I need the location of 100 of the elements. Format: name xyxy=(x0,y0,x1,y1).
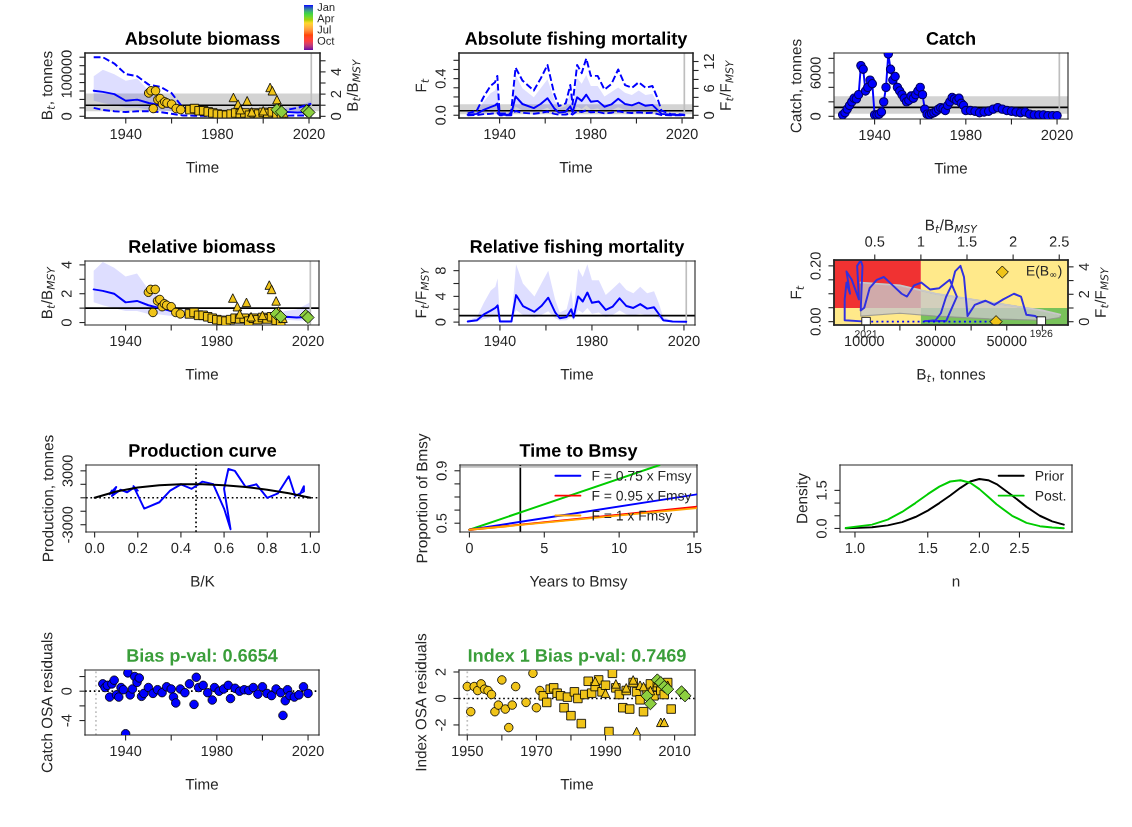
x-axis-title: Years to Bmsy xyxy=(529,576,628,590)
y-tick-label: 1.5 xyxy=(816,480,827,500)
y-axis-title: Proportion of Bmsy xyxy=(416,433,431,563)
x-tick-label: 1940 xyxy=(110,745,142,757)
x-tick-label: 0.4 xyxy=(171,542,191,554)
y-tick-label: 0 xyxy=(61,687,72,695)
x-tick-label: 0.0 xyxy=(85,542,105,554)
x-tick-label: 2020 xyxy=(293,128,325,140)
legend-label: E(B$_{∞}$) xyxy=(1027,265,1062,279)
x-tick-label: 2010 xyxy=(659,745,691,757)
x-tick-label: 2020 xyxy=(666,128,698,140)
legend-label: Post. xyxy=(1035,490,1066,501)
x-tick-label: 30000 xyxy=(915,335,956,347)
y-tick-label: -3000 xyxy=(62,506,73,543)
x-tick-label: 1940 xyxy=(110,335,142,347)
color-bar-label: Jul xyxy=(317,25,331,34)
y-tick-label: 0 xyxy=(810,112,821,120)
y-tick-label: 0.4 xyxy=(435,68,446,89)
x-axis-title: n xyxy=(952,578,960,587)
y-tick-label: 0.0 xyxy=(435,105,446,125)
x-tick-label: 1940 xyxy=(110,128,142,140)
x-tick-label: 1.0 xyxy=(301,542,320,554)
y2-tick-label: 4 xyxy=(330,68,341,76)
x2-axis-title: B$_{t}$/B$_{MSY}$ xyxy=(925,219,978,234)
chart-title: Absolute fishing mortality xyxy=(465,31,688,49)
x-axis-title: Time xyxy=(934,162,968,174)
y2-tick-label: 12 xyxy=(703,54,714,69)
x2-tick-label: 1 xyxy=(917,236,925,247)
annotation: 1926 xyxy=(1030,329,1053,338)
x-tick-label: 5 xyxy=(540,542,548,554)
x-axis-title: Time xyxy=(185,368,219,380)
y-tick-label: 0 xyxy=(61,112,72,120)
y-tick-label: 0 xyxy=(435,694,446,702)
y-axis-title: Density xyxy=(796,473,811,523)
y-tick-label: -2 xyxy=(435,719,446,731)
y-tick-label: 6000 xyxy=(810,57,821,89)
x-tick-label: 1980 xyxy=(202,128,234,140)
x-tick-label: 1940 xyxy=(484,335,516,347)
x-axis-title: Time xyxy=(559,161,593,173)
y-tick-label: 0.5 xyxy=(436,513,447,533)
chart-title: Time to Bmsy xyxy=(519,443,638,461)
x-tick-label: 2020 xyxy=(1041,129,1073,141)
y-tick-label: 0.00 xyxy=(810,308,821,336)
chart-title: Production curve xyxy=(129,443,277,457)
chart-title: Absolute biomass xyxy=(125,31,280,45)
y2-axis-title: B$_{t}$/B$_{MSY}$ xyxy=(346,59,361,111)
y-axis-title: F$_{t}$ xyxy=(790,285,804,299)
x-tick-label: 2020 xyxy=(292,335,324,347)
x-tick-label: 1970 xyxy=(521,745,553,757)
x-tick-label: 1980 xyxy=(575,128,607,140)
x-tick-label: 1980 xyxy=(201,335,233,347)
x-tick-label: 1980 xyxy=(201,745,233,757)
x-axis-title: Time xyxy=(185,778,219,790)
y-tick-label: 4 xyxy=(61,261,72,269)
x-tick-label: 15 xyxy=(687,542,702,554)
y-tick-label: 100000 xyxy=(61,50,72,98)
y2-tick-label: 4 xyxy=(1078,263,1089,271)
y-axis-title: F$_{t}$/F$_{MSY}$ xyxy=(415,267,429,318)
x-tick-label: 1980 xyxy=(950,129,982,141)
y-tick-label: 4 xyxy=(435,292,446,301)
color-bar-label: Jan xyxy=(317,3,335,12)
color-bar-label: Oct xyxy=(317,36,335,45)
y-tick-label: 3000 xyxy=(62,455,73,487)
x2-tick-label: 2.5 xyxy=(1049,236,1069,247)
y-axis-title: Catch, tonnes xyxy=(790,39,804,133)
y2-tick-label: 0 xyxy=(1078,318,1090,326)
legend-label: Prior xyxy=(1035,470,1064,481)
x-tick-label: 2020 xyxy=(292,745,324,757)
x-tick-label: 1940 xyxy=(484,128,516,140)
y-tick-label: 0.20 xyxy=(810,252,821,280)
x-axis-title: Time xyxy=(560,778,594,790)
x-tick-label: 1990 xyxy=(590,745,622,757)
y2-axis-title: F$_{t}$/F$_{MSY}$ xyxy=(719,59,734,110)
y-axis-title: Index OSA residuals xyxy=(415,633,427,771)
x-tick-label: 10 xyxy=(612,542,627,554)
y-axis-title: F$_{t}$ xyxy=(415,78,429,92)
x-tick-label: 1950 xyxy=(452,745,483,757)
chart-title: Bias p-val: 0.6654 xyxy=(127,648,278,666)
y-tick-label: 2 xyxy=(61,290,72,298)
y2-tick-label: 0 xyxy=(703,111,715,119)
x-tick-label: 2.5 xyxy=(1010,542,1029,554)
x-tick-label: 0.2 xyxy=(128,542,148,554)
y-tick-label: -4 xyxy=(61,714,72,727)
y2-tick-label: 6 xyxy=(703,85,715,92)
y-axis-title: B$_{t}$/B$_{MSY}$ xyxy=(41,266,55,319)
x-axis-title: B$_{t}$, tonnes xyxy=(917,368,986,382)
chart-title: Relative fishing mortality xyxy=(470,239,685,257)
x-axis-title: B/K xyxy=(191,575,215,587)
x-tick-label: 0 xyxy=(465,542,473,554)
x-tick-label: 2020 xyxy=(668,335,700,347)
y-axis-title: Production, tonnes xyxy=(42,435,56,561)
x-tick-label: 2.0 xyxy=(970,542,989,554)
x-tick-label: 50000 xyxy=(987,335,1027,347)
x2-tick-label: 0.5 xyxy=(865,236,885,247)
chart-title: Catch xyxy=(926,31,975,45)
y-tick-label: 0.0 xyxy=(816,518,827,539)
y2-tick-label: 2 xyxy=(1078,290,1089,298)
x-tick-label: 1.5 xyxy=(918,542,938,554)
y2-tick-label: 2 xyxy=(330,90,341,98)
x-tick-label: 0.8 xyxy=(257,542,277,554)
